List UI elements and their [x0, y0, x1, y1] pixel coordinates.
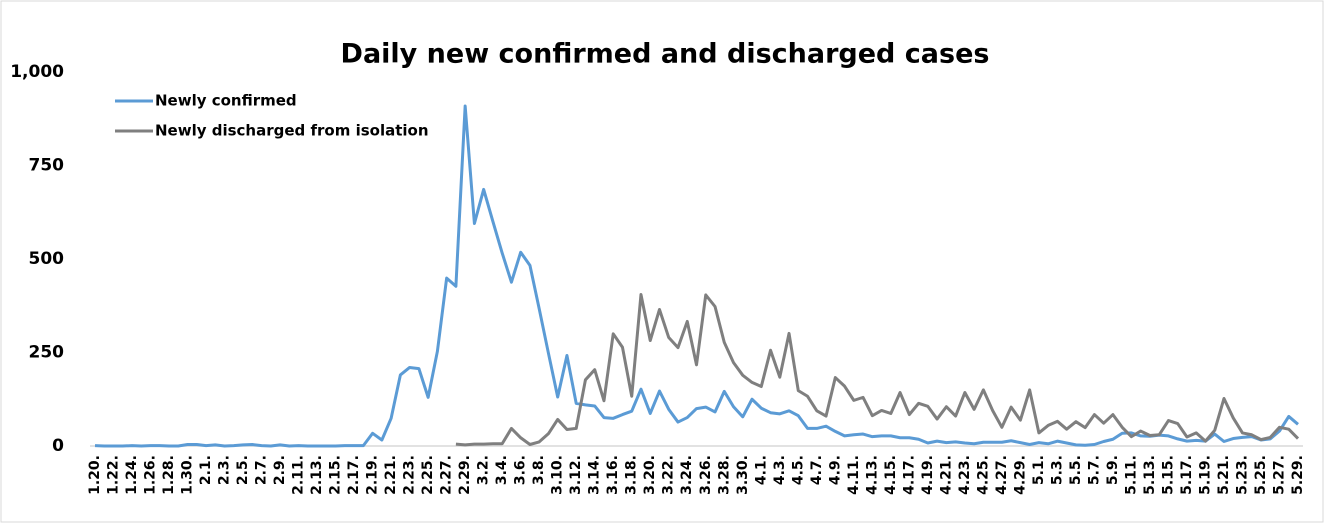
- x-tick-label: 2.9.: [272, 455, 288, 485]
- x-tick-label: 2.15.: [328, 455, 344, 495]
- x-tick-label: 3.6.: [513, 455, 529, 485]
- x-tick-label: 2.27.: [439, 455, 455, 495]
- x-tick-label: 5.21.: [1216, 455, 1232, 495]
- x-tick-label: 3.8.: [531, 455, 547, 485]
- x-tick-label: 2.1.: [198, 455, 214, 485]
- legend-label: Newly discharged from isolation: [155, 122, 429, 140]
- x-tick-label: 3.30.: [735, 455, 751, 495]
- x-tick-label: 3.12.: [568, 455, 584, 495]
- x-tick-label: 2.25.: [420, 455, 436, 495]
- x-tick-label: 5.29.: [1290, 455, 1306, 495]
- legend-label: Newly confirmed: [155, 92, 297, 110]
- x-tick-label: 2.3.: [217, 455, 233, 485]
- x-tick-label: 5.7.: [1086, 455, 1102, 485]
- x-tick-label: 4.3.: [772, 455, 788, 485]
- x-tick-label: 5.9.: [1105, 455, 1121, 485]
- x-tick-label: 4.21.: [938, 455, 954, 495]
- y-tick-label: 1,000: [10, 62, 64, 82]
- x-tick-label: 2.21.: [383, 455, 399, 495]
- x-tick-label: 3.28.: [716, 455, 732, 495]
- x-tick-label: 3.18.: [624, 455, 640, 495]
- x-tick-label: 1.20.: [87, 455, 103, 495]
- x-tick-label: 3.16.: [605, 455, 621, 495]
- x-tick-label: 3.22.: [661, 455, 677, 495]
- x-tick-label: 5.25.: [1253, 455, 1269, 495]
- x-tick-label: 3.4.: [494, 455, 510, 485]
- x-tick-label: 5.13.: [1142, 455, 1158, 495]
- x-tick-label: 1.28.: [161, 455, 177, 495]
- chart-title: Daily new confirmed and discharged cases: [341, 39, 990, 70]
- x-tick-label: 5.17.: [1179, 455, 1195, 495]
- y-tick-label: 500: [29, 249, 65, 269]
- series-line: [455, 293, 1300, 447]
- x-tick-label: 5.3.: [1049, 455, 1065, 485]
- x-tick-label: 4.29.: [1012, 455, 1028, 495]
- x-tick-label: 4.27.: [994, 455, 1010, 495]
- x-tick-label: 4.19.: [920, 455, 936, 495]
- y-tick-label: 0: [52, 436, 64, 456]
- x-tick-label: 5.27.: [1271, 455, 1287, 495]
- x-tick-label: 1.24.: [124, 455, 140, 495]
- x-tick-label: 5.19.: [1197, 455, 1213, 495]
- x-tick-label: 1.26.: [143, 455, 159, 495]
- x-tick-label: 3.24.: [679, 455, 695, 495]
- x-tick-label: 2.5.: [235, 455, 251, 485]
- x-tick-label: 3.2.: [476, 455, 492, 485]
- x-tick-label: 4.15.: [883, 455, 899, 495]
- x-tick-label: 2.7.: [254, 455, 270, 485]
- x-tick-label: 4.9.: [827, 455, 843, 485]
- x-tick-label: 1.22.: [106, 455, 122, 495]
- y-tick-label: 750: [29, 156, 65, 176]
- x-tick-label: 5.5.: [1068, 455, 1084, 485]
- x-tick-label: 4.1.: [753, 455, 769, 485]
- y-tick-label: 250: [29, 343, 65, 363]
- x-tick-label: 2.11.: [291, 455, 307, 495]
- series-line: [94, 104, 1299, 448]
- x-tick-label: 5.15.: [1160, 455, 1176, 495]
- x-tick-label: 4.5.: [790, 455, 806, 485]
- x-tick-label: 2.23.: [402, 455, 418, 495]
- x-tick-label: 2.13.: [309, 455, 325, 495]
- x-tick-label: 4.13.: [864, 455, 880, 495]
- x-tick-label: 3.14.: [587, 455, 603, 495]
- x-tick-label: 2.17.: [346, 455, 362, 495]
- x-tick-label: 5.11.: [1123, 455, 1139, 495]
- x-tick-label: 2.19.: [365, 455, 381, 495]
- x-tick-label: 3.26.: [698, 455, 714, 495]
- x-tick-label: 4.25.: [975, 455, 991, 495]
- x-tick-label: 3.10.: [550, 455, 566, 495]
- x-tick-label: 5.23.: [1234, 455, 1250, 495]
- x-tick-label: 1.30.: [180, 455, 196, 495]
- x-tick-label: 2.29.: [457, 455, 473, 495]
- x-tick-label: 4.17.: [901, 455, 917, 495]
- x-tick-label: 3.20.: [642, 455, 658, 495]
- x-tick-label: 5.1.: [1031, 455, 1047, 485]
- x-tick-label: 4.11.: [846, 455, 862, 495]
- x-tick-label: 4.7.: [809, 455, 825, 485]
- x-tick-label: 4.23.: [957, 455, 973, 495]
